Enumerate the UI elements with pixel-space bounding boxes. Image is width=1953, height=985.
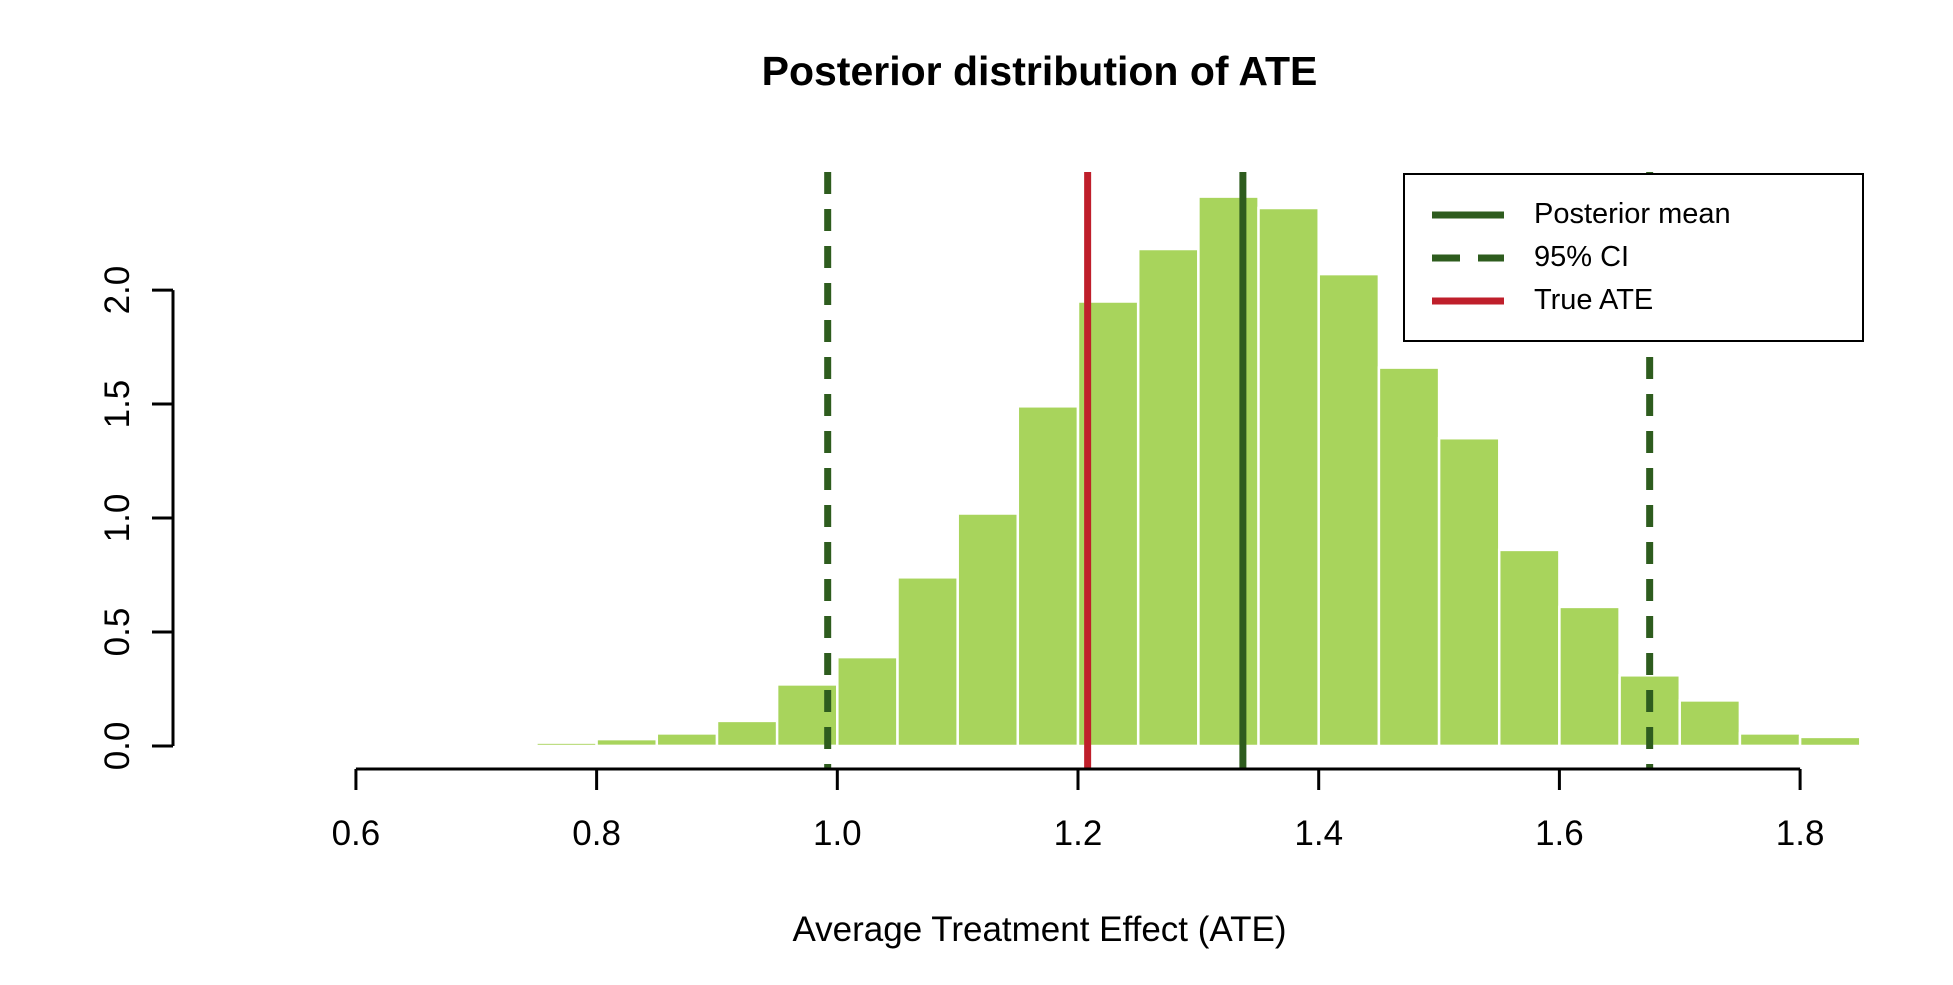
legend-label-posterior-mean: Posterior mean	[1534, 198, 1731, 230]
histogram-bar	[1016, 405, 1080, 748]
histogram-bar	[1798, 735, 1862, 748]
y-tick-label: 1.5	[98, 380, 137, 429]
x-tick-label: 1.8	[1776, 814, 1825, 853]
legend-item-true-ate: True ATE	[1405, 279, 1862, 322]
posterior-mean-line-swatch	[1432, 211, 1504, 218]
histogram-bar	[1257, 206, 1320, 748]
x-tick-label: 1.2	[1054, 814, 1103, 853]
true-ate-line-swatch	[1432, 297, 1504, 304]
histogram-bar	[1678, 699, 1742, 748]
histogram-bar	[1437, 436, 1501, 748]
histogram-bar	[956, 512, 1020, 748]
histogram-bar	[715, 719, 779, 748]
histogram-bar	[1377, 366, 1441, 748]
chart-title: Posterior distribution of ATE	[761, 48, 1318, 94]
y-tick-label: 1.0	[98, 494, 137, 543]
legend-label-95-ci: 95% CI	[1534, 241, 1630, 273]
legend-item-posterior-mean: Posterior mean	[1405, 193, 1862, 236]
x-axis-title: Average Treatment Effect (ATE)	[792, 910, 1287, 949]
histogram-bar	[1497, 548, 1561, 748]
ci-line-swatch	[1432, 254, 1504, 261]
histogram-bar	[535, 741, 598, 748]
histogram-bar	[896, 576, 959, 748]
legend-item-95-ci: 95% CI	[1405, 236, 1862, 279]
legend-label-true-ate: True ATE	[1534, 284, 1654, 316]
histogram-bar	[1317, 272, 1381, 748]
x-tick-label: 1.6	[1535, 814, 1584, 853]
histogram-bar	[655, 732, 719, 748]
histogram-bar	[1197, 195, 1260, 748]
histogram-bar	[595, 737, 659, 748]
histogram-bar	[1558, 605, 1621, 748]
y-tick-label: 2.0	[98, 266, 137, 315]
histogram-bar	[836, 655, 899, 748]
histogram-bar	[475, 742, 538, 748]
legend: Posterior mean 95% CI True ATE	[1403, 173, 1864, 342]
y-tick-label: 0.5	[98, 608, 137, 657]
x-tick-label: 0.8	[572, 814, 621, 853]
y-tick-label: 0.0	[98, 722, 137, 771]
histogram-bar	[1738, 732, 1802, 748]
histogram-bar	[1136, 247, 1200, 748]
x-tick-label: 0.6	[332, 814, 381, 853]
x-tick-label: 1.0	[813, 814, 862, 853]
x-tick-label: 1.4	[1294, 814, 1343, 853]
